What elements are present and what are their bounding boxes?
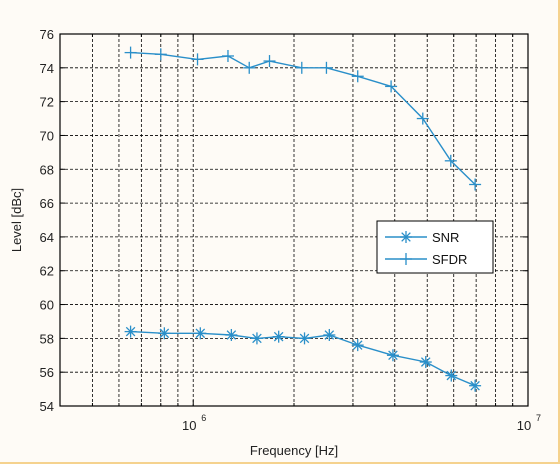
grid-layer — [60, 34, 528, 406]
data-point-sfdr — [154, 48, 167, 61]
series-snr — [124, 325, 482, 392]
data-point-sfdr — [320, 61, 333, 74]
y-tick-label: 54 — [40, 399, 54, 414]
data-point-snr — [298, 332, 311, 345]
y-tick-label: 60 — [40, 298, 54, 313]
legend-symbol-sfdr — [400, 253, 412, 265]
y-tick-label: 66 — [40, 196, 54, 211]
data-point-snr — [386, 349, 399, 362]
data-point-sfdr — [444, 154, 457, 167]
x-tick-label-exponent: 7 — [536, 413, 541, 423]
data-point-snr — [250, 332, 263, 345]
data-point-sfdr — [124, 46, 137, 59]
x-tick-label-exponent: 6 — [201, 413, 206, 423]
data-point-sfdr — [295, 61, 308, 74]
x-tick-label: 10 — [182, 418, 196, 433]
data-point-snr — [323, 328, 336, 341]
data-point-sfdr — [469, 178, 482, 191]
data-point-snr — [225, 328, 238, 341]
legend-label-snr: SNR — [432, 230, 459, 245]
y-tick-label: 70 — [40, 128, 54, 143]
y-tick-label: 62 — [40, 264, 54, 279]
data-point-sfdr — [243, 61, 256, 74]
legend-marker-snr — [400, 231, 412, 243]
data-point-snr — [469, 379, 482, 392]
legend-marker-sfdr — [400, 253, 412, 265]
data-point-snr — [194, 327, 207, 340]
legend-symbol-snr — [400, 231, 412, 243]
x-axis-title: Frequency [Hz] — [250, 443, 338, 458]
y-tick-label: 68 — [40, 162, 54, 177]
data-point-sfdr — [385, 80, 398, 93]
legend-label-sfdr: SFDR — [432, 252, 467, 267]
data-point-snr — [445, 369, 458, 382]
series-sfdr — [124, 46, 482, 191]
data-point-sfdr — [263, 55, 276, 68]
y-tick-label: 56 — [40, 365, 54, 380]
data-point-sfdr — [191, 53, 204, 66]
y-tick-label: 64 — [40, 230, 54, 245]
data-point-snr — [158, 327, 171, 340]
x-tick-label: 10 — [517, 418, 531, 433]
data-point-snr — [419, 356, 432, 369]
legend-box — [376, 220, 494, 274]
y-tick-label: 58 — [40, 331, 54, 346]
tick-layer: 54 56 58 60 62 64 66 68 70 72 74 76 10 6 10 7 — [40, 27, 541, 433]
data-point-sfdr — [416, 112, 429, 125]
y-tick-label: 74 — [40, 61, 54, 76]
data-point-snr — [124, 325, 137, 338]
data-point-snr — [272, 330, 285, 343]
legend: SNR SFDR — [376, 220, 494, 274]
y-tick-label: 72 — [40, 95, 54, 110]
series-layer — [124, 46, 482, 392]
y-axis-title: Level [dBc] — [9, 188, 24, 252]
data-point-snr — [351, 339, 364, 352]
data-point-sfdr — [221, 49, 234, 62]
y-tick-label: 76 — [40, 27, 54, 42]
data-point-sfdr — [351, 70, 364, 83]
